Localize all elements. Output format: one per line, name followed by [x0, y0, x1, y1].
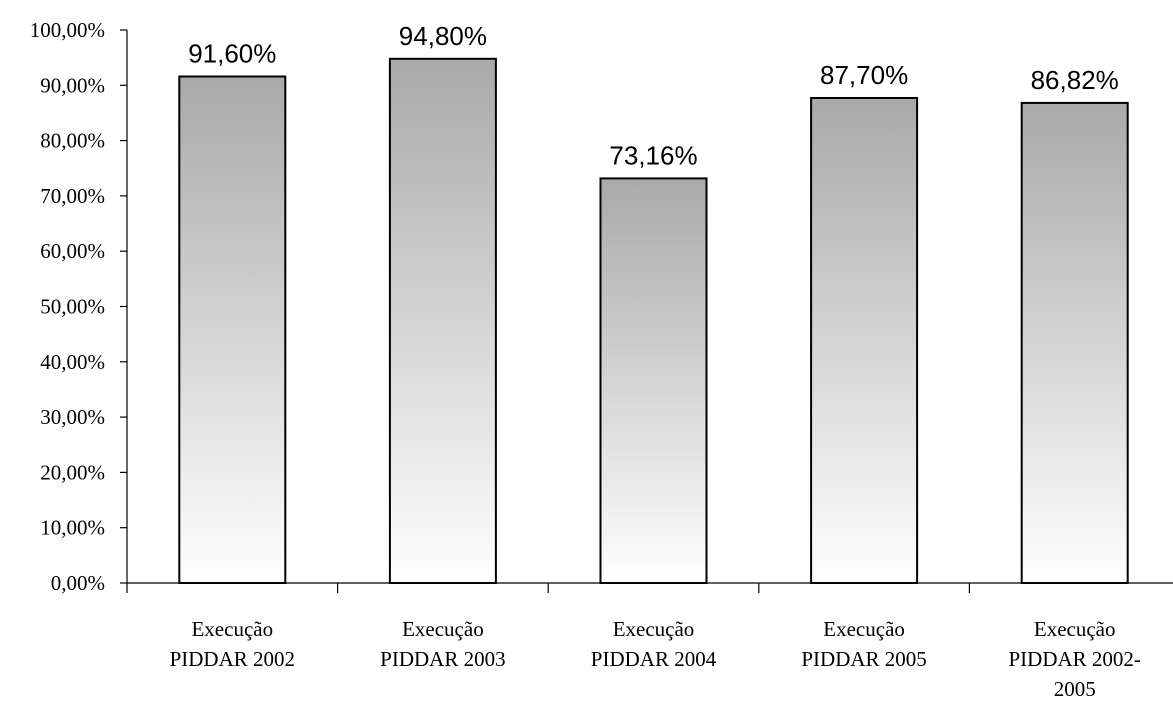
y-tick-label: 80,00% [40, 129, 105, 153]
x-category-label-line: PIDDAR 2002- [1008, 647, 1140, 671]
y-tick-label: 60,00% [40, 239, 105, 263]
y-tick-label: 50,00% [40, 295, 105, 319]
data-label: 73,16% [609, 140, 697, 170]
bar [1020, 101, 1129, 585]
data-label: 86,82% [1031, 65, 1119, 95]
x-category-label-line: Execução [402, 617, 484, 641]
x-category-label-line: Execução [823, 617, 905, 641]
x-category-label-line: Execução [1034, 617, 1116, 641]
x-category-label-line: PIDDAR 2003 [380, 647, 505, 671]
bars-group [178, 57, 1129, 585]
bar [599, 177, 708, 584]
y-tick-label: 90,00% [40, 73, 105, 97]
x-category-label-line: Execução [613, 617, 695, 641]
x-category-label: Execução PIDDAR 2002- 2005 [1008, 617, 1140, 701]
data-label: 91,60% [188, 39, 276, 69]
bar [388, 57, 497, 585]
labels-group: 91,60% 94,80% 73,16% 87,70% 86,82% 0,00% 10,00… [30, 18, 1141, 701]
bar [178, 75, 287, 584]
x-category-label: Execução PIDDAR 2003 [380, 617, 505, 671]
x-category-label: Execução PIDDAR 2004 [591, 617, 717, 671]
x-category-label: Execução PIDDAR 2005 [801, 617, 926, 671]
data-label: 87,70% [820, 60, 908, 90]
y-tick-label: 100,00% [30, 18, 105, 42]
x-category-label-line: PIDDAR 2005 [801, 647, 926, 671]
y-tick-label: 70,00% [40, 184, 105, 208]
y-tick-label: 40,00% [40, 350, 105, 374]
y-tick-label: 0,00% [51, 571, 105, 595]
axes-group [120, 29, 1173, 593]
y-tick-label: 10,00% [40, 516, 105, 540]
y-tick-label: 20,00% [40, 460, 105, 484]
x-category-label-line: 2005 [1054, 677, 1096, 701]
y-tick-label: 30,00% [40, 405, 105, 429]
x-category-label-line: PIDDAR 2004 [591, 647, 717, 671]
bar [810, 97, 919, 584]
x-category-label-line: PIDDAR 2002 [170, 647, 295, 671]
data-label: 94,80% [399, 21, 487, 51]
x-category-label: Execução PIDDAR 2002 [170, 617, 295, 671]
x-category-label-line: Execução [191, 617, 273, 641]
